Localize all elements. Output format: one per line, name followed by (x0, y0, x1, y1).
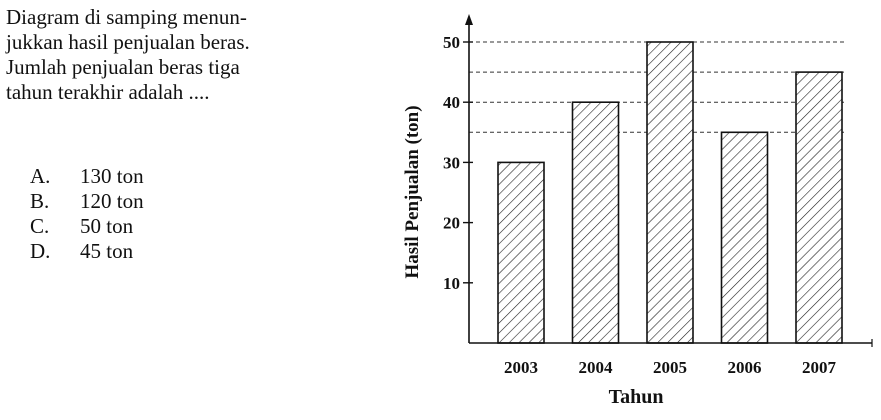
question-line: jukkan hasil penjualan beras. (6, 30, 250, 54)
option-text: 50 ton (80, 214, 134, 238)
question-line: tahun terakhir adalah .... (6, 80, 210, 104)
question-line: Jumlah penjualan beras tiga (6, 55, 240, 79)
y-tick-label: 10 (443, 274, 460, 293)
bar (720, 131, 769, 344)
y-tick-label: 40 (443, 93, 460, 112)
option-b[interactable]: B. 120 ton (30, 189, 144, 214)
option-d[interactable]: D. 45 ton (30, 239, 144, 264)
y-tick-label: 50 (443, 33, 460, 52)
option-letter: D. (30, 239, 51, 263)
x-tick-label: 2003 (504, 358, 538, 377)
answer-options: A. 130 ton B. 120 ton C. 50 ton D. 45 to… (30, 164, 144, 264)
y-axis-label: Hasil Penjualan (ton) (402, 105, 423, 278)
y-ticks: 10 20 30 40 50 (443, 33, 473, 293)
x-tick-label: 2005 (653, 358, 687, 377)
y-axis-arrow (465, 14, 473, 25)
option-c[interactable]: C. 50 ton (30, 214, 144, 239)
x-axis-label: Tahun (609, 386, 664, 408)
bar (571, 101, 620, 344)
option-text: 45 ton (80, 239, 134, 263)
option-text: 120 ton (80, 189, 144, 213)
option-a[interactable]: A. 130 ton (30, 164, 144, 189)
option-letter: B. (30, 189, 50, 213)
question-text: Diagram di samping menun- jukkan hasil p… (6, 5, 362, 105)
x-tick-label: 2006 (728, 358, 762, 377)
y-tick-label: 20 (443, 214, 460, 233)
x-ticks: 2003 2004 2005 2006 2007 (504, 358, 837, 377)
bar (646, 41, 694, 344)
option-letter: A. (30, 164, 51, 188)
axes (465, 14, 873, 347)
bars (497, 41, 843, 344)
question-line: Diagram di samping menun- (6, 5, 247, 29)
x-tick-label: 2007 (802, 358, 837, 377)
bar (795, 71, 843, 344)
y-tick-label: 30 (443, 153, 460, 172)
option-text: 130 ton (80, 164, 144, 188)
bar (497, 161, 545, 344)
x-tick-label: 2004 (579, 358, 614, 377)
option-letter: C. (30, 214, 50, 238)
